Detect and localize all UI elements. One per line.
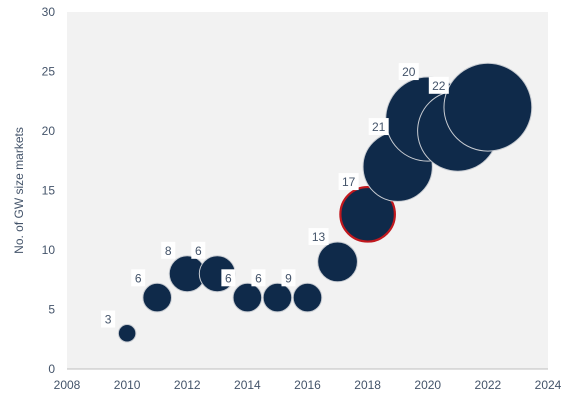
x-tick-label: 2020 (414, 378, 441, 392)
data-label-box (308, 228, 329, 246)
y-axis-label: No. of GW size markets (12, 127, 26, 254)
data-label: 6 (195, 244, 202, 258)
data-label: 6 (255, 271, 262, 285)
bubble (292, 282, 323, 313)
data-label-box (101, 310, 116, 328)
data-label: 6 (135, 271, 142, 285)
x-tick-label: 2022 (475, 378, 502, 392)
data-label: 22 (432, 79, 446, 93)
data-label: 20 (402, 65, 416, 79)
bubble (443, 62, 533, 152)
y-tick-label: 10 (42, 243, 56, 257)
data-label-box (251, 269, 266, 287)
data-label-box (398, 63, 419, 81)
y-tick-label: 0 (48, 362, 55, 376)
data-label-box (131, 269, 146, 287)
data-label-box (338, 173, 359, 191)
bubble (142, 282, 172, 313)
data-label-box (281, 269, 296, 287)
x-tick-label: 2008 (54, 378, 81, 392)
y-tick-label: 30 (42, 5, 56, 19)
data-label: 3 (105, 313, 112, 327)
bubble (232, 282, 263, 313)
data-label: 13 (312, 230, 326, 244)
bubble-highlighted (339, 185, 396, 243)
data-label: 17 (342, 175, 356, 189)
data-labels: 3 6 8 6 6 6 9 13 17 21 20 22 (101, 63, 449, 328)
bubble (117, 324, 137, 343)
data-label: 6 (225, 271, 232, 285)
data-label: 9 (285, 271, 292, 285)
y-tick-label: 25 (42, 65, 56, 79)
y-tick-label: 20 (42, 124, 56, 138)
data-label-box (161, 241, 176, 259)
bubble-series (117, 62, 533, 343)
x-tick-label: 2010 (114, 378, 141, 392)
data-label: 21 (372, 120, 386, 134)
x-tick-label: 2012 (174, 378, 201, 392)
data-label-box (428, 76, 449, 94)
x-tick-label: 2018 (354, 378, 381, 392)
bubble (317, 241, 358, 283)
x-tick-label: 2014 (234, 378, 261, 392)
data-label-box (368, 118, 389, 136)
y-axis: 0 5 10 15 20 25 30 (42, 5, 56, 376)
x-tick-label: 2024 (535, 378, 562, 392)
y-tick-label: 15 (42, 184, 56, 198)
y-tick-label: 5 (48, 303, 55, 317)
data-label: 8 (165, 244, 172, 258)
bubble (262, 282, 293, 313)
data-label-box (191, 241, 206, 259)
x-tick-label: 2016 (294, 378, 321, 392)
x-axis: 2008 2010 2012 2014 2016 2018 2020 2022 2024 (54, 368, 562, 392)
data-label-box (221, 269, 236, 287)
